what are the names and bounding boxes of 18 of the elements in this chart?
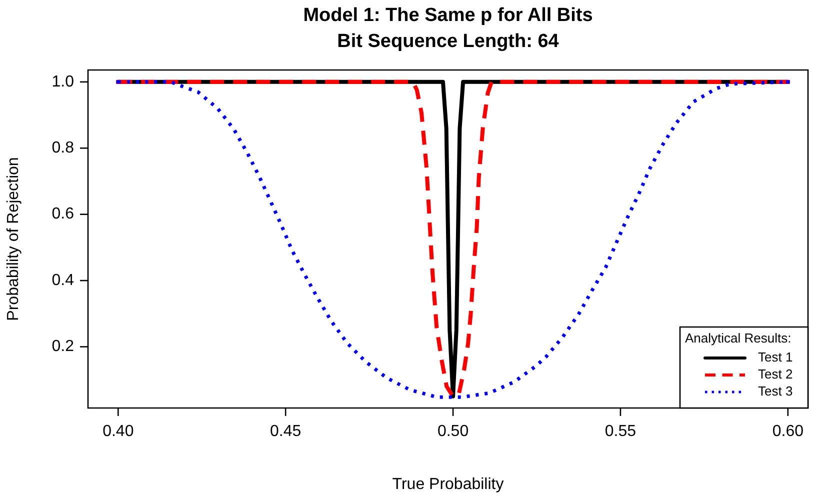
chart-subtitle: Bit Sequence Length: 64 [337, 31, 560, 52]
x-tick-label: 0.50 [437, 423, 469, 440]
y-tick-label: 0.6 [52, 206, 74, 223]
x-tick-label: 0.45 [270, 423, 302, 440]
y-axis-title: Probability of Rejection [5, 157, 22, 321]
legend-label: Test 3 [758, 384, 793, 399]
x-axis-title: True Probability [392, 476, 504, 493]
y-tick-label: 0.2 [52, 338, 74, 356]
x-tick-label: 0.40 [102, 423, 134, 440]
x-tick-label: 0.55 [604, 423, 636, 440]
y-tick-label: 1.0 [52, 73, 74, 90]
y-tick-label: 0.8 [52, 140, 74, 157]
x-tick-label: 0.60 [772, 423, 804, 440]
legend-label: Test 1 [758, 350, 793, 365]
y-tick-label: 0.4 [52, 272, 74, 289]
chart-title: Model 1: The Same p for All Bits [303, 5, 593, 26]
legend-label: Test 2 [758, 366, 793, 382]
legend-title: Analytical Results: [685, 330, 792, 346]
